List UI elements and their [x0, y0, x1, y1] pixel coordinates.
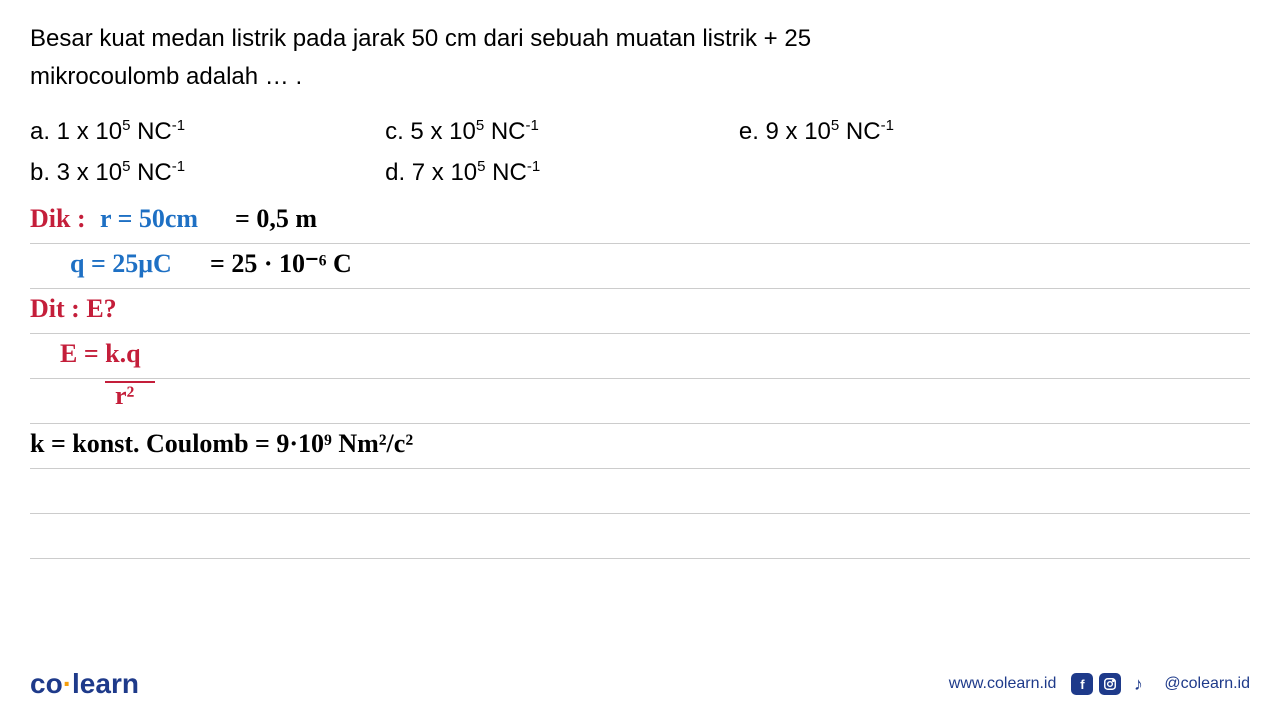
question-line2: mikrocoulomb adalah … .	[30, 63, 302, 90]
option-e: e. 9 x 105 NC-1	[739, 117, 894, 146]
question-text: Besar kuat medan listrik pada jarak 50 c…	[30, 20, 1250, 97]
question-line1: Besar kuat medan listrik pada jarak 50 c…	[30, 25, 811, 52]
footer: co·learn www.colearn.id f ♪ @colearn.id	[0, 668, 1280, 700]
option-c: c. 5 x 105 NC-1	[385, 117, 539, 146]
option-b: b. 3 x 105 NC-1	[30, 158, 185, 187]
instagram-icon	[1099, 673, 1121, 695]
hw-q-eq: q = 25μC	[70, 249, 172, 279]
logo: co·learn	[30, 668, 139, 700]
footer-url: www.colearn.id	[949, 675, 1057, 693]
hw-q-val: = 25 · 10⁻⁶ C	[210, 249, 352, 279]
hw-formula-top: E = k.q	[60, 339, 141, 369]
social-icons: f ♪	[1071, 673, 1149, 695]
hw-r-val: = 0,5 m	[235, 204, 317, 234]
tiktok-icon: ♪	[1127, 673, 1149, 695]
handwriting-area: Dik : r = 50cm = 0,5 m q = 25μC = 25 · 1…	[30, 199, 1250, 559]
option-a: a. 1 x 105 NC-1	[30, 117, 185, 146]
hw-formula-bot: r²	[115, 381, 134, 411]
facebook-icon: f	[1071, 673, 1093, 695]
option-d: d. 7 x 105 NC-1	[385, 158, 540, 187]
hw-dit: Dit : E?	[30, 294, 117, 324]
hw-r-eq: r = 50cm	[100, 204, 198, 234]
footer-handle: @colearn.id	[1164, 675, 1250, 693]
hw-dik: Dik :	[30, 204, 86, 234]
hw-konst: k = konst. Coulomb = 9·10⁹ Nm²/c²	[30, 429, 413, 459]
